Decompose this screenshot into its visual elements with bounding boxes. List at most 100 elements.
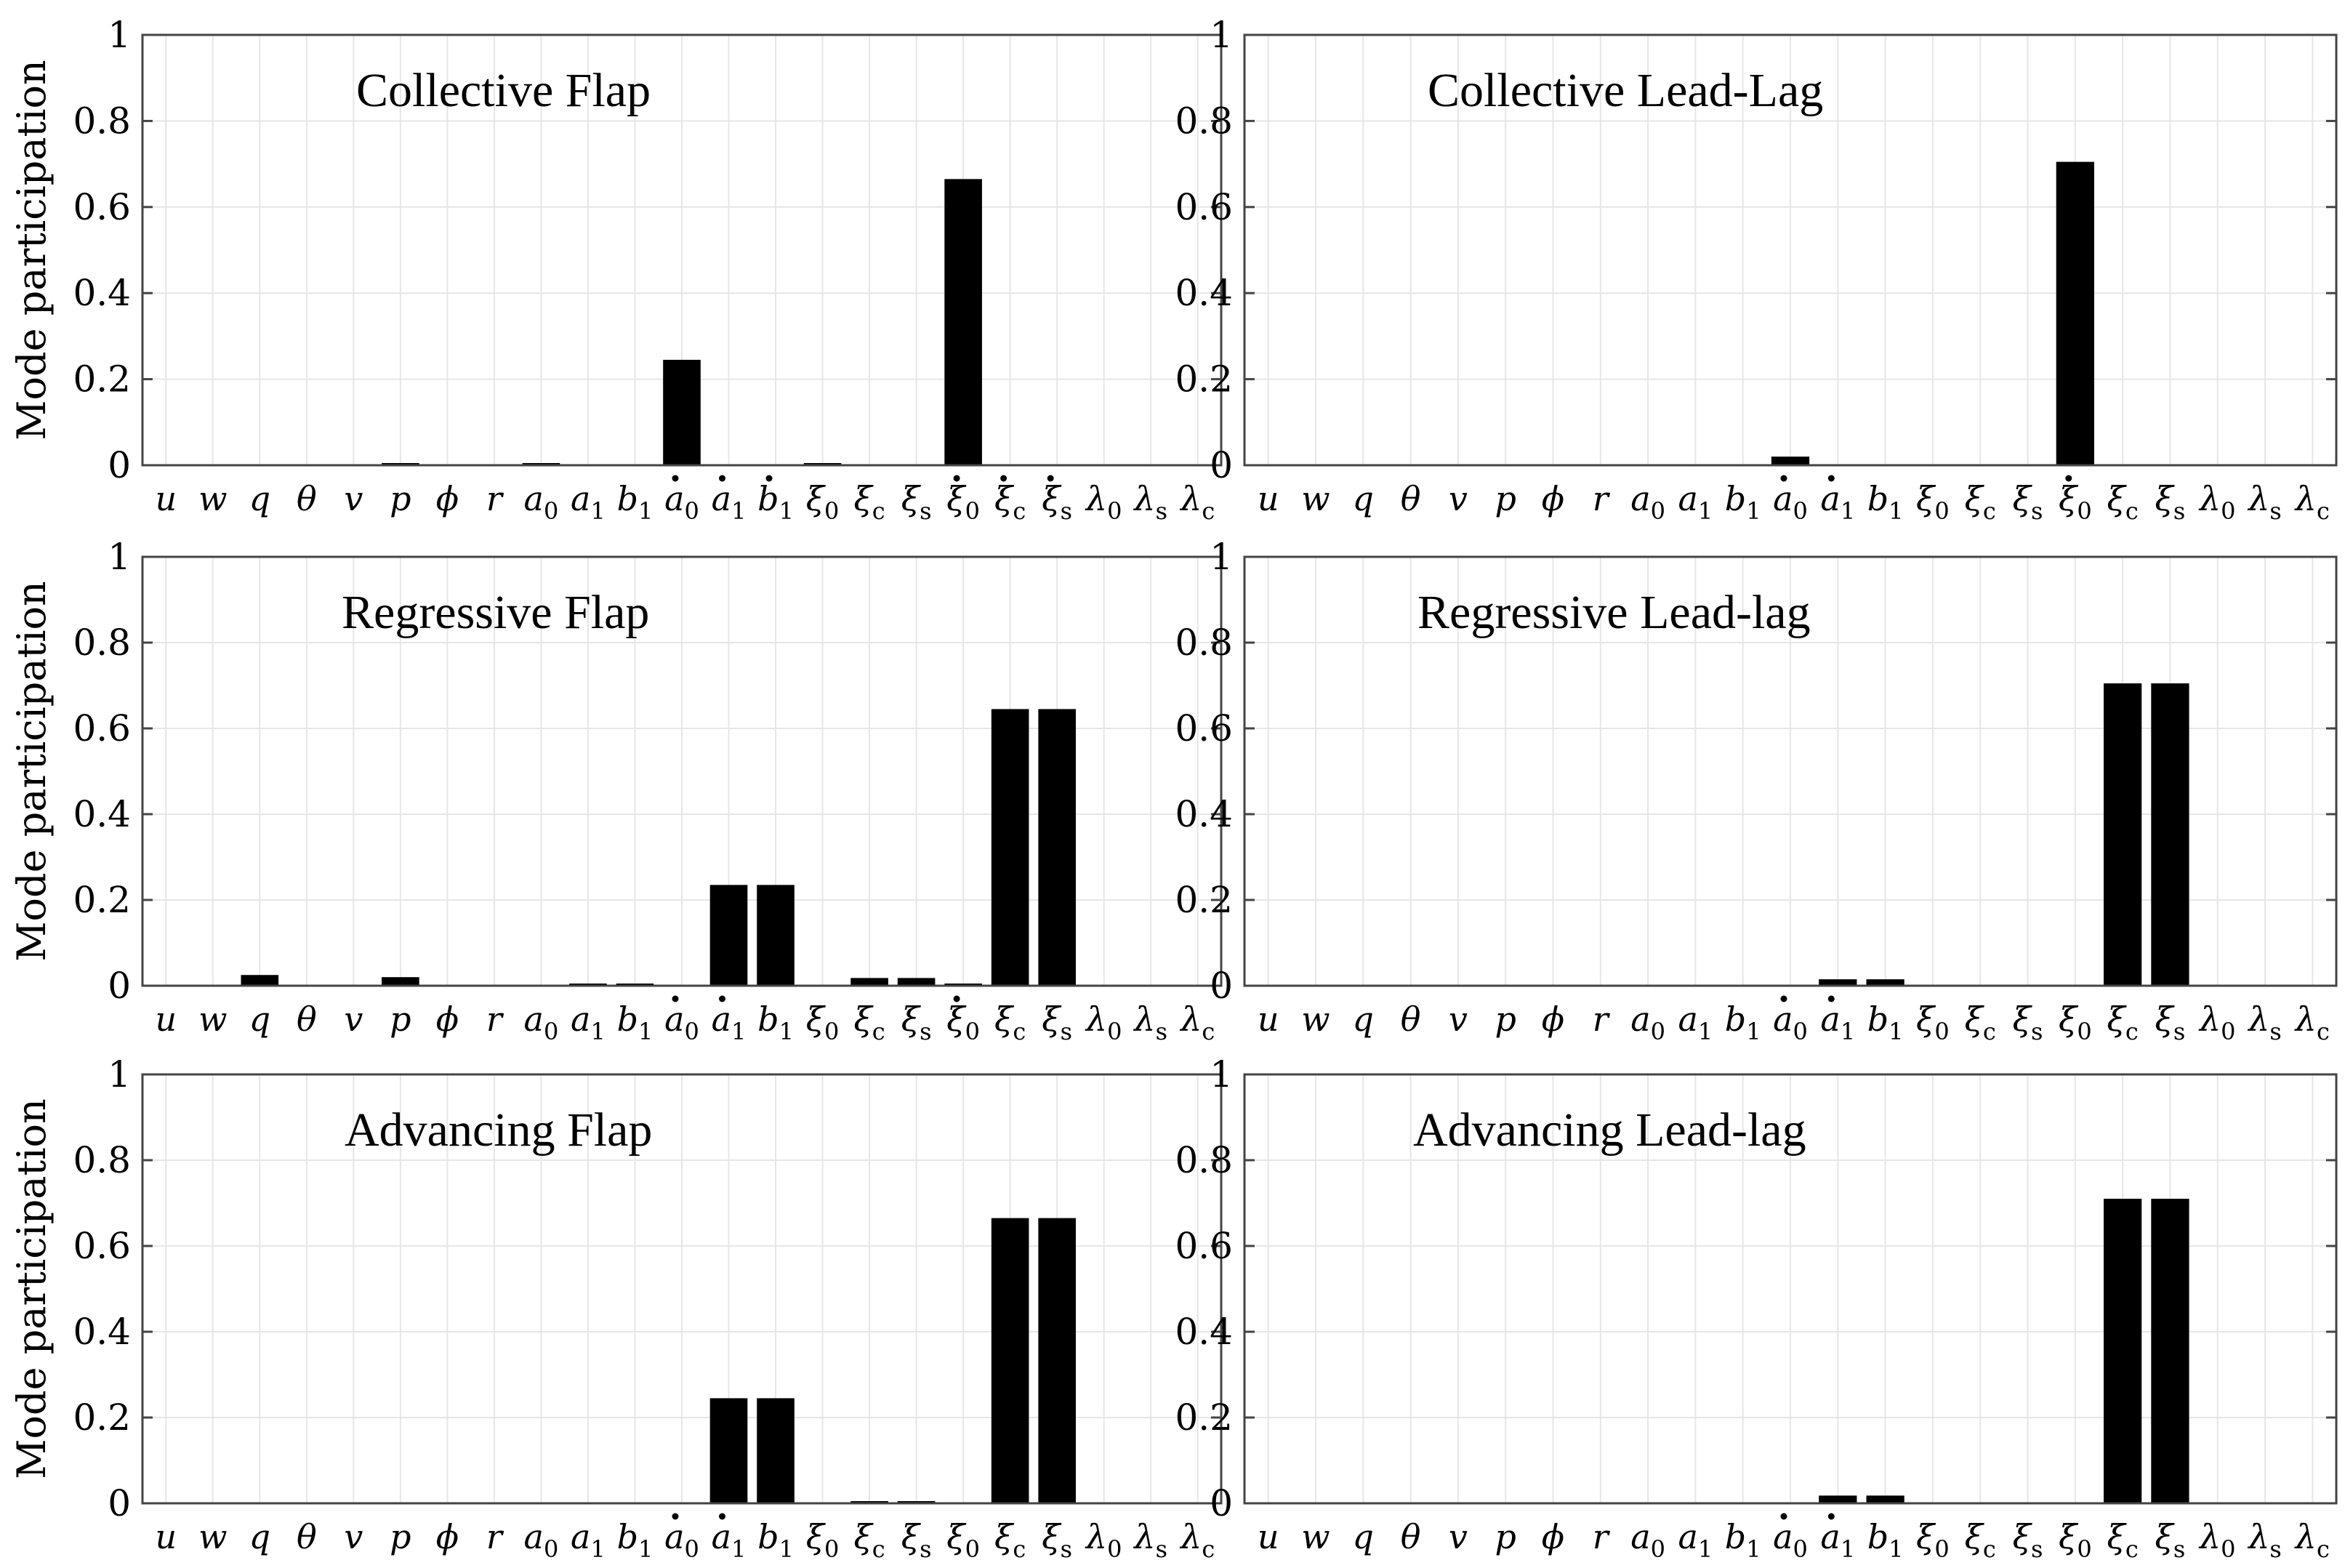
x-tick-label: v [344,479,363,518]
x-tick-label: λc [2294,479,2330,525]
x-tick-label: a1 [1820,1517,1855,1563]
bar-3 [241,975,279,986]
x-tick-label: a1 [1678,1517,1713,1563]
x-tick-label: w [198,1517,227,1556]
x-tick-label: b1 [757,1000,794,1045]
x-tick-label: ξ0 [1916,479,1950,525]
x-tick-label: a1 [571,479,606,525]
x-tick-label: ξc [853,1517,885,1563]
overdot-mark [1827,475,1835,482]
y-tick-label: 1 [108,536,131,578]
y-tick-label: 0.6 [73,186,131,228]
x-tick-label: ξs [1042,1000,1072,1045]
x-tick-label: λc [1179,1517,1215,1563]
x-tick-label: r [1593,1517,1611,1556]
x-tick-label: λs [1133,1517,1167,1563]
overdot-mark [1827,1513,1835,1520]
bar-19 [2104,683,2142,986]
y-tick-label: 0.6 [1175,186,1233,228]
x-tick-label: ξs [901,1517,932,1563]
x-tick-label: b1 [617,1000,653,1045]
y-tick-label: 0.2 [73,879,131,921]
x-tick-label: ξs [2013,1517,2043,1563]
y-tick-label: 0 [1210,965,1233,1007]
x-tick-label: q [1353,479,1374,518]
x-tick-label: r [486,479,504,518]
x-tick-label: b1 [617,479,653,525]
x-tick-label: ξc [994,479,1026,525]
x-tick-label: v [1449,479,1468,518]
overdot-mark [1047,475,1054,482]
x-tick-label: w [198,1000,227,1039]
overdot-mark [1780,1513,1787,1520]
x-tick-label: ξc [994,1517,1026,1563]
overdot-mark [719,1513,726,1520]
x-tick-label: v [1449,1517,1468,1556]
bar-19 [991,1218,1029,1503]
overdot-mark [765,475,773,482]
y-tick-label: 0.8 [73,1139,131,1181]
x-tick-label: q [1353,1517,1374,1556]
x-tick-label: ξ0 [946,1517,980,1563]
y-tick-label: 0.6 [73,1225,131,1267]
x-tick-label: a0 [664,479,699,525]
x-tick-label: ξc [2107,1000,2138,1045]
bar-14 [757,1398,795,1503]
x-tick-label: b1 [757,479,794,525]
x-tick-label: q [249,479,270,518]
x-tick-label: λ0 [2198,479,2236,525]
y-tick-label: 0.4 [1175,272,1233,314]
x-tick-label: a0 [1773,479,1808,525]
x-tick-label: a1 [1820,1000,1855,1045]
x-tick-label: u [155,1000,177,1039]
x-tick-label: λ0 [1085,1517,1122,1563]
x-tick-label: u [155,1517,177,1556]
y-tick-label: 0.2 [1175,358,1233,401]
x-tick-label: a0 [1773,1000,1808,1045]
bar-13 [1819,1495,1857,1503]
overdot-mark [1827,995,1835,1002]
y-tick-label: 0.2 [1175,879,1233,921]
x-tick-label: p [1495,1000,1516,1039]
x-tick-label: ξc [2107,479,2138,525]
bar-14 [757,885,795,986]
bar-18 [2056,161,2094,465]
x-tick-label: v [344,1000,363,1039]
x-tick-label: ξs [901,1000,932,1045]
bar-20 [1038,1218,1076,1503]
x-tick-label: a1 [1678,479,1713,525]
x-tick-label: p [390,479,411,518]
y-tick-label: 0 [108,1482,131,1524]
x-tick-label: ξc [853,1000,885,1045]
x-tick-label: λs [1133,1000,1167,1045]
y-tick-label: 0.4 [1175,1311,1233,1353]
x-tick-label: ξ0 [806,1000,840,1045]
x-tick-label: ξ0 [2059,1517,2092,1563]
x-tick-label: a0 [1773,1517,1808,1563]
x-tick-label: ξc [2107,1517,2138,1563]
x-tick-label: a0 [664,1517,699,1563]
x-tick-label: λs [2247,1517,2282,1563]
y-tick-label: 0.2 [1175,1396,1233,1439]
overdot-mark [1780,995,1787,1002]
bar-20 [1038,709,1076,986]
bar-13 [1819,979,1857,986]
bar-14 [1866,979,1904,986]
x-tick-label: θ [297,1000,317,1039]
x-tick-label: q [249,1000,270,1039]
y-tick-label: 0.4 [73,272,131,314]
x-tick-label: u [1258,1000,1279,1039]
axes-frame [1243,555,2338,987]
chart-title: Regressive Lead-lag [1417,586,1811,639]
chart-panel-5: 00.20.40.60.81u w q θ v p ϕ r a0 a1 b1 a0 a1 b1 ξ0 ξc ξs… [9,1053,1223,1563]
overdot-mark [672,1513,679,1520]
y-axis-label: Mode participation [9,581,55,962]
x-tick-label: ξs [2155,1000,2186,1045]
x-tick-label: w [1301,1517,1330,1556]
x-tick-label: a0 [664,1000,699,1045]
x-tick-label: a0 [524,1517,559,1563]
x-tick-label: ϕ [1542,1517,1564,1556]
y-tick-label: 0 [1210,1482,1233,1524]
y-tick-label: 0.8 [1175,1139,1233,1181]
x-tick-label: θ [1401,479,1421,518]
